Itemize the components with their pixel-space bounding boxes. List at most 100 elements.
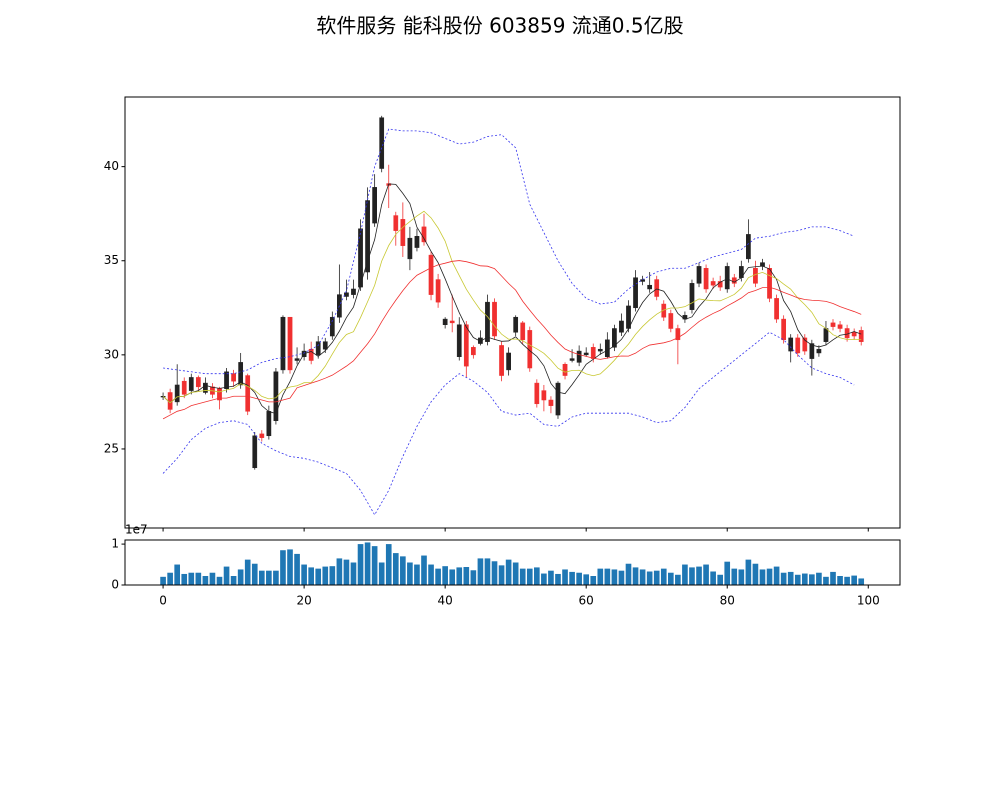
volume-bar <box>809 574 815 585</box>
candle-body <box>442 318 448 325</box>
volume-bar <box>202 576 209 585</box>
candle-body <box>753 268 758 284</box>
candle-body <box>294 358 300 361</box>
candle-body <box>640 279 645 282</box>
volume-bar <box>294 553 300 585</box>
candle-body <box>245 375 251 412</box>
candle-body <box>351 288 356 295</box>
candle-body <box>802 337 808 352</box>
candle-body <box>188 377 194 391</box>
volume-bar <box>357 544 364 585</box>
candle-body <box>781 318 787 341</box>
candle-body <box>379 117 385 169</box>
volume-bar <box>667 572 674 585</box>
volume-bar <box>696 566 702 585</box>
candle-body <box>774 298 779 320</box>
candle-body <box>724 266 730 290</box>
volume-bar <box>385 544 392 585</box>
volume-bar <box>703 564 709 585</box>
volume-bar <box>576 572 582 585</box>
volume-bar <box>604 568 611 585</box>
candle-body <box>654 279 660 297</box>
candle-body <box>590 347 596 359</box>
volume-bar <box>837 576 843 585</box>
volume-bar <box>639 569 646 585</box>
volume-bar <box>449 569 456 585</box>
volume-bar <box>851 575 857 585</box>
volume-bar <box>766 568 773 585</box>
y-tick-label: 40 <box>104 159 119 173</box>
candle-body <box>597 348 603 352</box>
volume-bar <box>632 567 639 585</box>
volume-bar <box>456 567 463 585</box>
volume-bar <box>597 568 604 585</box>
candle-body <box>548 399 554 406</box>
indicator-line <box>162 210 862 404</box>
volume-bar <box>181 573 188 585</box>
candle-body <box>661 303 667 318</box>
candle-body <box>470 347 476 356</box>
volume-bar <box>287 549 293 585</box>
candle-body <box>259 433 265 438</box>
candle-body <box>499 345 504 376</box>
volume-bar <box>569 571 575 585</box>
volume-bar <box>491 561 498 585</box>
candle-body <box>372 187 378 224</box>
volume-bar <box>463 567 470 585</box>
candle-body <box>252 435 258 469</box>
volume-bar <box>773 566 780 585</box>
volume-bar <box>787 571 794 585</box>
y-tick-label: 35 <box>104 253 119 267</box>
x-tick-label: 0 <box>159 594 167 608</box>
candle-body <box>478 337 483 344</box>
volume-bar <box>534 567 540 585</box>
volume-bar <box>653 570 660 585</box>
volume-bar <box>336 558 343 585</box>
candle-body <box>456 324 462 357</box>
volume-bar <box>752 563 759 585</box>
volume-bar <box>780 572 787 585</box>
candle-body <box>449 320 455 324</box>
volume-bar <box>611 569 618 585</box>
candle-body <box>689 283 695 310</box>
volume-bar <box>315 568 322 585</box>
candle-body <box>224 371 229 389</box>
volume-bar <box>258 570 265 585</box>
y-tick-label: 25 <box>104 441 119 455</box>
candle-body <box>365 200 370 273</box>
volume-bar <box>759 569 766 585</box>
volume-bar <box>745 559 752 585</box>
x-tick-label: 40 <box>438 594 453 608</box>
volume-bar <box>618 570 625 585</box>
volume-bar <box>498 565 505 585</box>
volume-bar <box>273 570 279 585</box>
candle-body <box>555 382 561 416</box>
volume-bar <box>174 564 181 585</box>
volume-bar <box>660 568 667 585</box>
candle-body <box>506 352 511 371</box>
candle-body <box>407 237 413 260</box>
candle-body <box>746 234 751 260</box>
volume-bar <box>512 562 519 585</box>
panel <box>160 115 864 516</box>
volume-bar <box>625 563 632 585</box>
volume-bar <box>710 571 716 585</box>
volume-bar <box>858 578 865 585</box>
volume-bar <box>794 574 801 585</box>
volume-bar <box>407 562 413 585</box>
volume-bar <box>308 567 314 585</box>
volume-bar <box>646 571 653 585</box>
volume-bar <box>470 570 477 585</box>
volume-bar <box>223 566 230 585</box>
volume-bar <box>244 559 251 585</box>
candle-body <box>696 266 702 284</box>
candle-body <box>541 390 547 401</box>
candle-body <box>668 313 674 329</box>
volume-bar <box>682 564 688 585</box>
candle-body <box>837 324 843 329</box>
candle-body <box>513 316 519 333</box>
chart-title: 软件服务 能科股份 603859 流通0.5亿股 <box>316 14 683 38</box>
volume-bar <box>280 550 286 585</box>
candle-body <box>273 371 279 421</box>
